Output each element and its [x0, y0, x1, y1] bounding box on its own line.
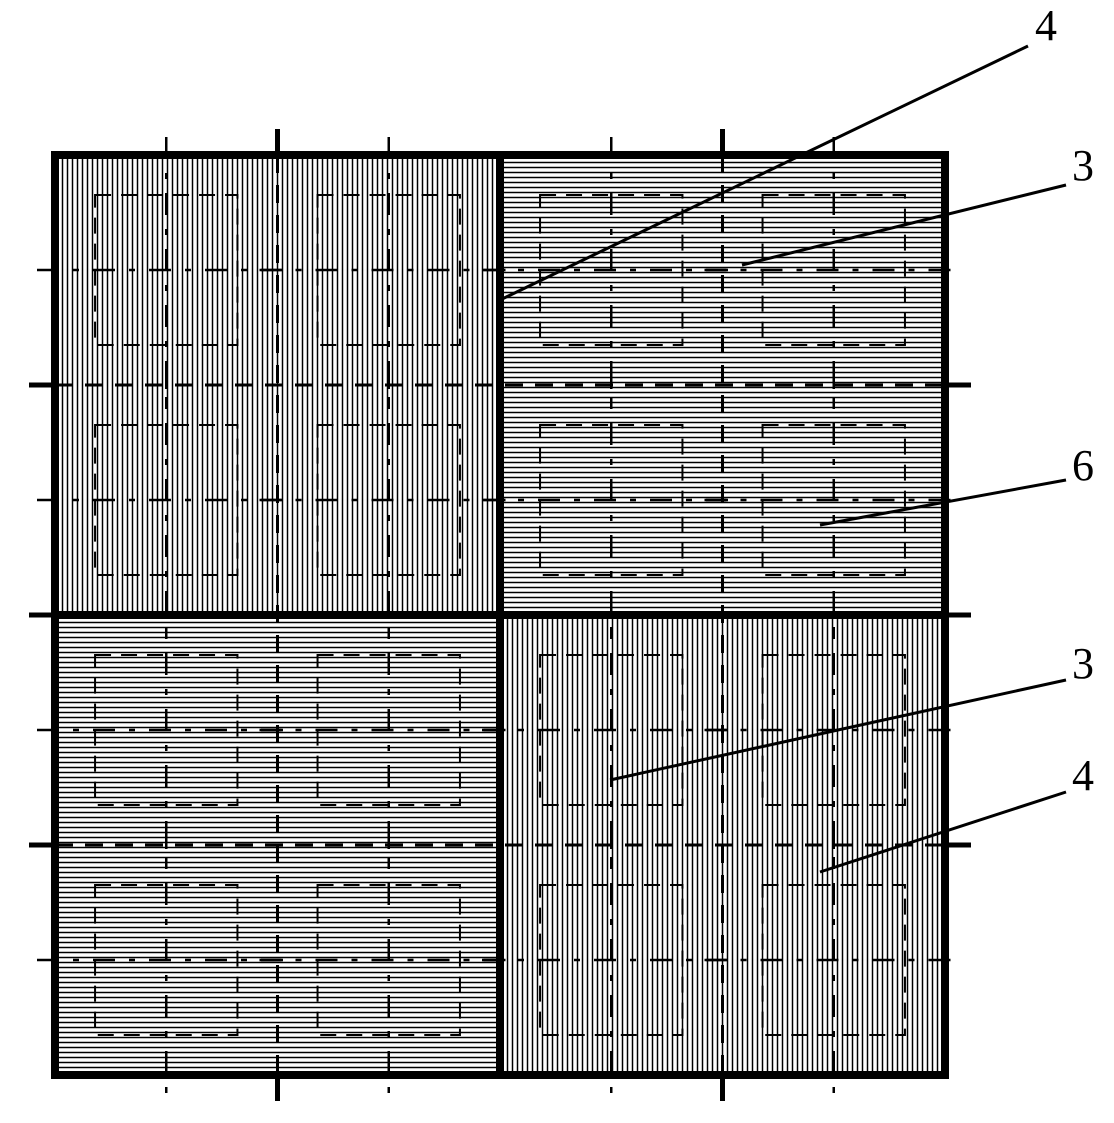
callout-label-3b: 3: [1072, 638, 1094, 689]
callout-label-6: 6: [1072, 440, 1094, 491]
diagram-svg: [0, 0, 1114, 1123]
callout-label-3a: 3: [1072, 140, 1094, 191]
technical-diagram: [0, 0, 1114, 1123]
callout-label-4b: 4: [1072, 750, 1094, 801]
callout-label-4a: 4: [1035, 0, 1057, 51]
